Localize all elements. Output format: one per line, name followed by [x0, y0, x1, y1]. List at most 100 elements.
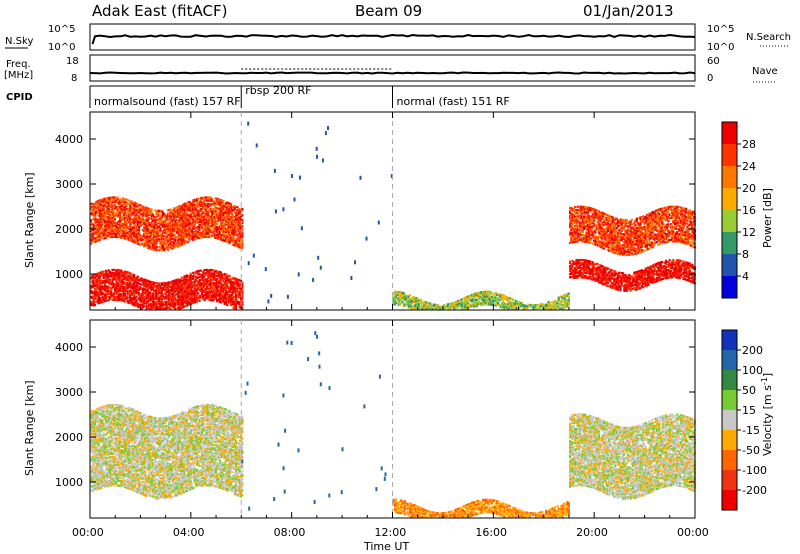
range-time-cell [100, 274, 103, 277]
range-time-cell [149, 236, 152, 239]
cpid-label: CPID [6, 92, 33, 103]
range-time-cell [96, 211, 99, 214]
range-time-cell [93, 295, 96, 299]
range-time-cell [206, 297, 209, 300]
range-time-cell [197, 230, 200, 233]
range-time-cell [241, 218, 244, 222]
range-time-cell [119, 209, 122, 212]
range-time-cell [148, 239, 151, 242]
range-time-cell [98, 293, 101, 296]
range-time-cell [98, 223, 101, 226]
range-time-cell [163, 288, 166, 291]
range-time-cell [221, 205, 224, 208]
range-time-cell [213, 282, 216, 285]
range-time-cell [113, 221, 117, 224]
range-time-cell [102, 292, 105, 295]
range-time-cell [182, 214, 185, 217]
range-time-cell [182, 287, 185, 290]
range-time-cell [208, 283, 211, 286]
range-time-cell [177, 243, 180, 246]
range-time-cell [183, 215, 186, 218]
range-time-cell [183, 291, 186, 294]
range-time-cell [113, 275, 117, 278]
range-time-cell [91, 238, 94, 241]
range-time-cell [131, 221, 134, 224]
range-time-cell [217, 270, 220, 273]
range-time-cell [107, 274, 110, 277]
range-time-cell [140, 294, 143, 297]
range-time-cell [107, 212, 110, 215]
range-time-cell [218, 293, 221, 296]
range-time-cell [137, 279, 141, 282]
range-time-cell [125, 275, 128, 278]
range-time-cell [98, 235, 101, 238]
range-time-cell [142, 284, 146, 287]
range-time-cell [222, 221, 225, 225]
range-time-cell [142, 298, 146, 302]
range-time-cell [183, 292, 186, 296]
range-time-cell [182, 233, 185, 236]
range-time-cell [177, 210, 180, 213]
range-time-cell [105, 279, 108, 282]
range-time-cell [126, 227, 129, 230]
range-time-cell [150, 243, 153, 246]
range-time-cell [161, 213, 164, 216]
range-time-cell [171, 294, 175, 297]
range-time-cell [202, 207, 205, 210]
range-time-cell [155, 305, 158, 308]
range-time-cell [198, 200, 201, 203]
range-time-cell [134, 203, 137, 206]
range-time-cell [214, 222, 217, 225]
range-time-cell [122, 199, 125, 202]
range-time-cell [227, 202, 230, 205]
range-time-cell [95, 290, 98, 293]
range-time-cell [175, 209, 178, 212]
range-time-cell [194, 297, 197, 300]
range-time-cell [183, 288, 186, 291]
range-time-cell [130, 239, 133, 242]
range-time-cell [164, 239, 167, 242]
range-time-cell [207, 287, 210, 290]
range-time-cell [91, 205, 94, 208]
range-time-cell [178, 290, 181, 293]
range-time-cell [189, 214, 192, 217]
range-time-cell [203, 275, 206, 278]
range-time-cell [173, 306, 176, 309]
range-time-cell [224, 282, 228, 285]
range-time-cell [151, 245, 154, 248]
range-time-cell [190, 212, 193, 215]
range-time-cell [115, 290, 118, 294]
range-time-cell [216, 226, 219, 229]
range-time-cell [192, 293, 195, 296]
range-time-cell [217, 215, 220, 218]
range-time-cell [110, 272, 113, 275]
range-time-cell [139, 305, 142, 308]
range-time-cell [113, 273, 117, 276]
range-time-cell [189, 280, 192, 283]
range-time-cell [209, 204, 212, 207]
range-time-cell [96, 205, 99, 208]
range-time-cell [117, 272, 120, 275]
range-time-cell [212, 299, 215, 302]
range-time-cell [145, 233, 148, 236]
range-time-cell [229, 304, 233, 307]
range-time-cell [96, 227, 99, 230]
range-time-cell [211, 269, 214, 272]
range-time-cell [183, 305, 186, 308]
range-time-cell [392, 300, 395, 303]
range-time-cell [165, 236, 168, 239]
range-time-cell [229, 206, 233, 209]
range-time-cell [151, 213, 154, 216]
range-time-cell [188, 281, 191, 284]
range-time-cell [132, 217, 136, 220]
range-time-cell [165, 297, 168, 300]
range-time-cell [241, 225, 244, 228]
range-time-cell [102, 212, 105, 215]
range-time-cell [151, 287, 154, 290]
range-time-cell [233, 219, 236, 222]
range-time-cell [174, 208, 177, 211]
range-time-cell [158, 290, 161, 293]
range-time-cell [129, 272, 132, 275]
range-time-cell [93, 292, 96, 295]
range-time-cell [163, 223, 166, 227]
